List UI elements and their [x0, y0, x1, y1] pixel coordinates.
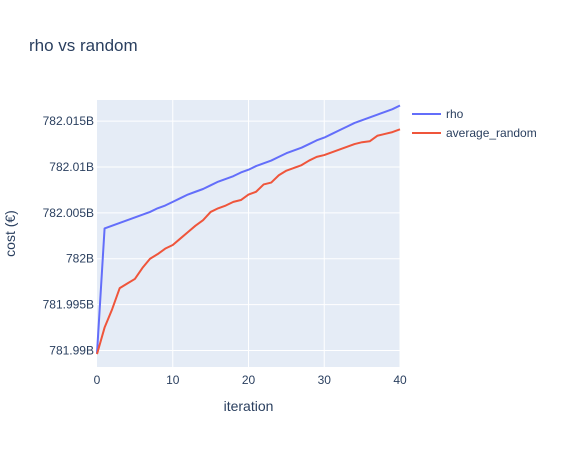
y-tick-label-2: 782B	[66, 252, 94, 266]
axis-ticks: 0 10 20 30 40 781.99B 781.995B 782B 782.005B 782.…	[43, 114, 407, 387]
x-tick-label-2: 20	[242, 373, 256, 387]
x-axis-label: iteration	[224, 398, 274, 414]
legend-label-rho: rho	[446, 107, 464, 121]
y-axis-label: cost (€)	[2, 210, 18, 257]
series-line-average_random[interactable]	[96, 128, 401, 355]
series-line-rho[interactable]	[96, 104, 401, 354]
y-tick-label-1: 781.995B	[43, 298, 94, 312]
x-tick-label-0: 0	[94, 373, 101, 387]
x-tick-label-4: 40	[393, 373, 407, 387]
x-tick-label-1: 10	[166, 373, 180, 387]
y-tick-label-0: 781.99B	[49, 343, 94, 357]
x-tick-label-3: 30	[318, 373, 332, 387]
legend[interactable]: rho average_random	[412, 107, 537, 140]
y-tick-label-5: 782.015B	[43, 114, 94, 128]
legend-label-average_random: average_random	[446, 126, 537, 140]
y-tick-label-4: 782.01B	[49, 160, 94, 174]
series-lines	[96, 104, 401, 355]
y-tick-label-3: 782.005B	[43, 206, 94, 220]
legend-item-average_random[interactable]: average_random	[412, 126, 537, 140]
chart-title: rho vs random	[29, 36, 138, 55]
legend-item-rho[interactable]: rho	[412, 107, 464, 121]
